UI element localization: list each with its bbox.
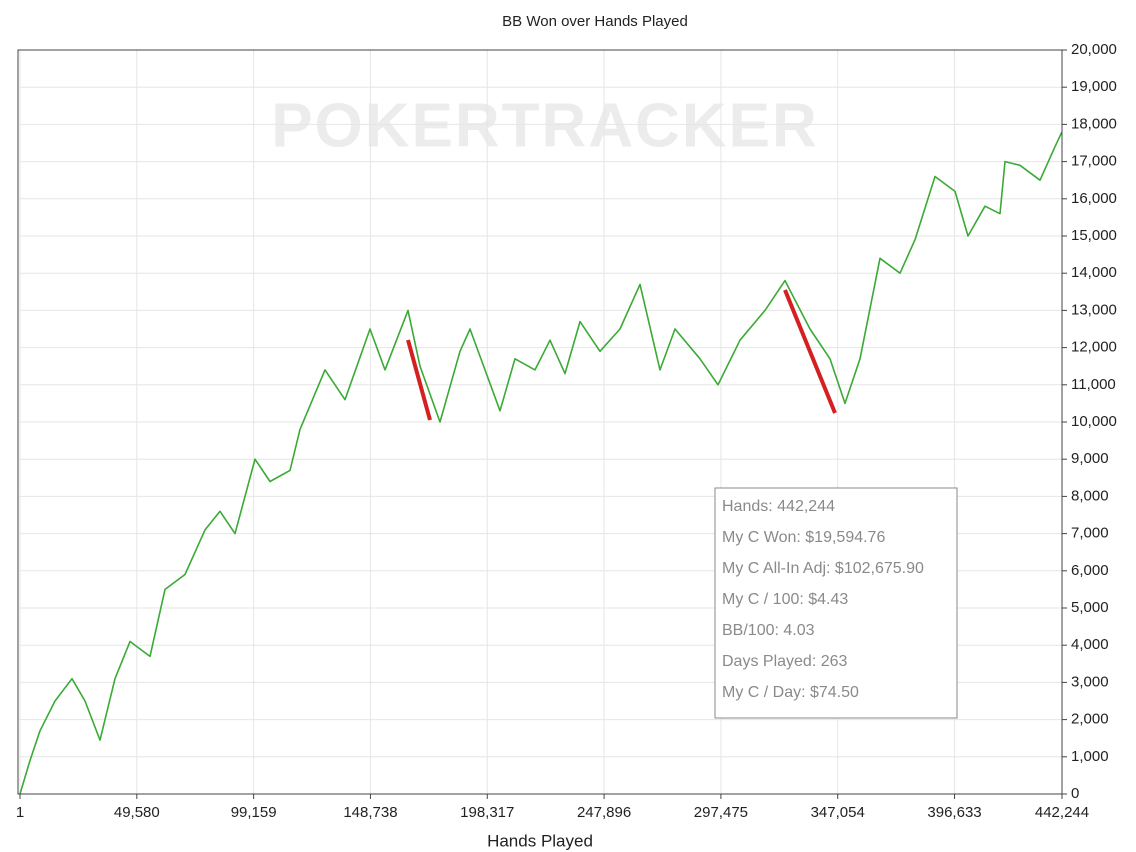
x-tick-label: 1 — [16, 804, 24, 821]
y-tick-label: 12,000 — [1071, 339, 1117, 356]
stat-line: My C Won: $19,594.76 — [722, 529, 885, 546]
y-tick-label: 8,000 — [1071, 487, 1109, 504]
x-tick-label: 442,244 — [1035, 804, 1089, 821]
stats-box — [714, 487, 958, 719]
watermark: POKERTRACKER — [271, 91, 819, 160]
y-tick-label: 18,000 — [1071, 115, 1117, 132]
x-tick-label: 396,633 — [927, 804, 981, 821]
data-line — [19, 131, 1063, 795]
x-tick-label: 198,317 — [460, 804, 514, 821]
y-tick-label: 7,000 — [1071, 525, 1109, 542]
y-tick-label: 19,000 — [1071, 78, 1117, 95]
x-tick-label: 148,738 — [343, 804, 397, 821]
y-tick-label: 6,000 — [1071, 562, 1109, 579]
y-tick-label: 2,000 — [1071, 711, 1109, 728]
y-tick-label: 14,000 — [1071, 264, 1117, 281]
y-tick-label: 10,000 — [1071, 413, 1117, 430]
x-tick-label: 347,054 — [811, 804, 865, 821]
x-tick-label: 49,580 — [114, 804, 160, 821]
y-tick-label: 11,000 — [1071, 376, 1116, 393]
grid — [19, 49, 1063, 795]
lines — [19, 131, 1063, 795]
annotation-line — [783, 289, 837, 414]
y-tick-label: 20,000 — [1071, 41, 1117, 58]
x-tick-label: 99,159 — [231, 804, 277, 821]
y-tick-label: 3,000 — [1071, 673, 1109, 690]
annotation-line — [406, 339, 432, 421]
stat-line: My C / Day: $74.50 — [722, 684, 859, 701]
stats: Hands: 442,244 My C Won: $19,594.76 My C A… — [722, 498, 924, 701]
y-tick-label: 5,000 — [1071, 599, 1109, 616]
stat-line: BB/100: 4.03 — [722, 622, 815, 639]
stat-line: My C / 100: $4.43 — [722, 591, 848, 608]
y-tick-label: 17,000 — [1071, 153, 1117, 170]
x-tick-label: 297,475 — [694, 804, 748, 821]
chart-title: BB Won over Hands Played — [502, 13, 688, 30]
y-tick-label: 4,000 — [1071, 636, 1109, 653]
y-tick-label: 0 — [1071, 785, 1079, 802]
x-tick-label: 247,896 — [577, 804, 631, 821]
y-tick-label: 16,000 — [1071, 190, 1117, 207]
stat-line: Hands: 442,244 — [722, 498, 835, 515]
x-axis-label: Hands Played — [487, 831, 593, 850]
y-tick-label: 13,000 — [1071, 301, 1117, 318]
stat-line: My C All-In Adj: $102,675.90 — [722, 560, 924, 577]
stat-line: Days Played: 263 — [722, 653, 848, 670]
y-tick-label: 1,000 — [1071, 748, 1109, 765]
y-tick-label: 9,000 — [1071, 450, 1109, 467]
y-tick-label: 15,000 — [1071, 227, 1117, 244]
